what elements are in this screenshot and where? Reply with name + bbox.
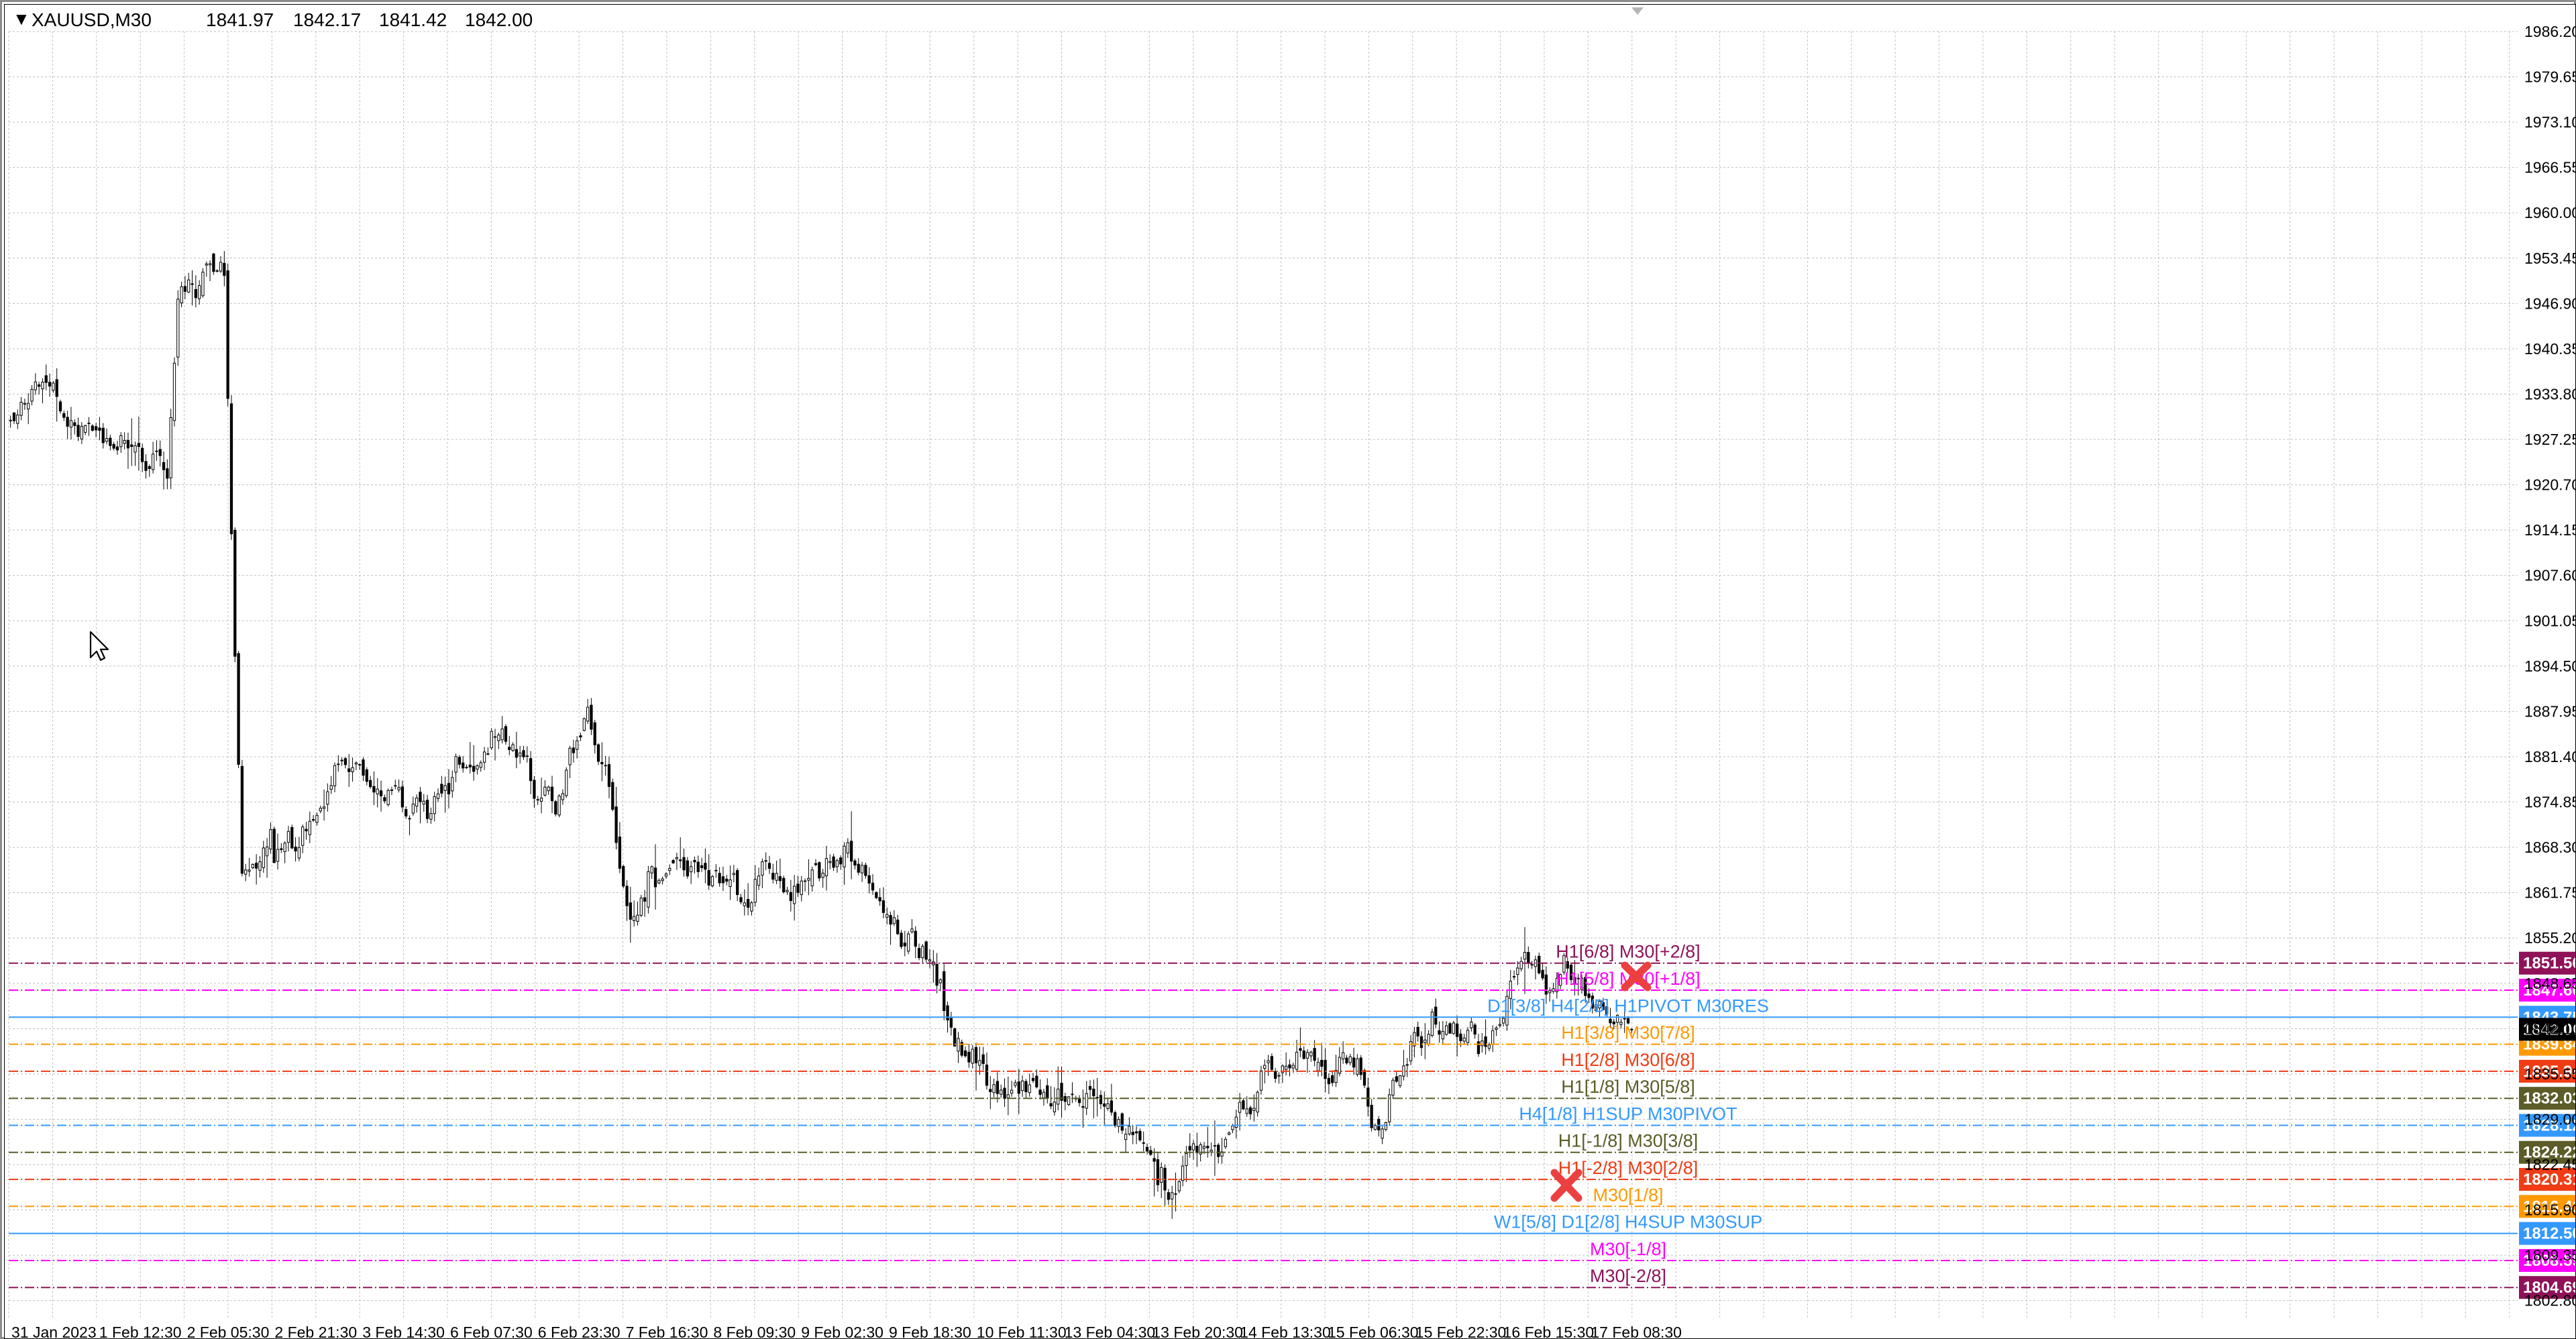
- svg-text:1861.75: 1861.75: [2524, 884, 2576, 902]
- svg-text:1920.70: 1920.70: [2524, 476, 2576, 494]
- svg-text:H4[1/8] H1SUP M30PIVOT: H4[1/8] H1SUP M30PIVOT: [1519, 1104, 1737, 1124]
- svg-text:8 Feb 09:30: 8 Feb 09:30: [713, 1324, 796, 1339]
- svg-text:6 Feb 07:30: 6 Feb 07:30: [450, 1324, 533, 1339]
- svg-text:1802.80: 1802.80: [2524, 1292, 2576, 1309]
- svg-text:1832.03: 1832.03: [2523, 1089, 2576, 1108]
- svg-text:1868.30: 1868.30: [2524, 839, 2576, 856]
- svg-text:1881.40: 1881.40: [2524, 748, 2576, 765]
- svg-text:1953.45: 1953.45: [2524, 250, 2576, 267]
- svg-text:W1[5/8] D1[2/8] H4SUP M30SUP: W1[5/8] D1[2/8] H4SUP M30SUP: [1494, 1212, 1762, 1232]
- svg-text:1986.20: 1986.20: [2524, 23, 2576, 40]
- svg-text:▼: ▼: [13, 9, 30, 29]
- svg-text:10 Feb 11:30: 10 Feb 11:30: [977, 1324, 1067, 1339]
- svg-text:13 Feb 20:30: 13 Feb 20:30: [1152, 1324, 1243, 1339]
- svg-text:1907.60: 1907.60: [2524, 567, 2576, 584]
- svg-text:H1[1/8] M30[5/8]: H1[1/8] M30[5/8]: [1561, 1077, 1695, 1097]
- svg-text:1809.35: 1809.35: [2524, 1246, 2576, 1264]
- svg-text:2 Feb 05:30: 2 Feb 05:30: [187, 1324, 270, 1339]
- svg-text:3 Feb 14:30: 3 Feb 14:30: [362, 1324, 445, 1339]
- svg-text:1841.42: 1841.42: [379, 9, 447, 30]
- svg-text:13 Feb 04:30: 13 Feb 04:30: [1065, 1324, 1156, 1339]
- svg-text:14 Feb 13:30: 14 Feb 13:30: [1240, 1324, 1331, 1339]
- svg-text:1 Feb 12:30: 1 Feb 12:30: [99, 1324, 182, 1339]
- svg-text:1848.65: 1848.65: [2524, 975, 2576, 992]
- svg-text:1973.10: 1973.10: [2524, 113, 2576, 131]
- svg-text:1901.05: 1901.05: [2524, 612, 2576, 629]
- svg-text:D1[3/8] H4[2/8] H1PIVOT M30RES: D1[3/8] H4[2/8] H1PIVOT M30RES: [1487, 996, 1769, 1016]
- svg-text:1946.90: 1946.90: [2524, 294, 2576, 312]
- svg-text:1966.55: 1966.55: [2524, 159, 2576, 176]
- svg-text:7 Feb 16:30: 7 Feb 16:30: [626, 1324, 708, 1339]
- svg-text:17 Feb 08:30: 17 Feb 08:30: [1591, 1324, 1682, 1339]
- svg-text:15 Feb 06:30: 15 Feb 06:30: [1328, 1324, 1419, 1339]
- svg-text:1842.00: 1842.00: [465, 9, 533, 30]
- svg-text:1815.90: 1815.90: [2524, 1201, 2576, 1219]
- svg-text:1842.17: 1842.17: [293, 9, 361, 30]
- svg-text:1812.50: 1812.50: [2523, 1225, 2576, 1243]
- svg-text:M30[-1/8]: M30[-1/8]: [1590, 1239, 1666, 1259]
- svg-text:1841.97: 1841.97: [206, 9, 274, 30]
- svg-text:1960.00: 1960.00: [2524, 204, 2576, 221]
- svg-text:15 Feb 22:30: 15 Feb 22:30: [1415, 1324, 1507, 1339]
- svg-text:1842.10: 1842.10: [2524, 1020, 2576, 1037]
- svg-text:1829.00: 1829.00: [2524, 1110, 2576, 1128]
- svg-text:H1[3/8] M30[7/8]: H1[3/8] M30[7/8]: [1561, 1023, 1695, 1043]
- svg-text:1887.95: 1887.95: [2524, 702, 2576, 720]
- svg-text:1822.45: 1822.45: [2524, 1156, 2576, 1173]
- svg-text:16 Feb 15:30: 16 Feb 15:30: [1503, 1324, 1595, 1339]
- svg-text:H1[-1/8] M30[3/8]: H1[-1/8] M30[3/8]: [1558, 1131, 1699, 1151]
- svg-text:31 Jan 2023: 31 Jan 2023: [11, 1324, 97, 1339]
- svg-text:9 Feb 02:30: 9 Feb 02:30: [801, 1324, 883, 1339]
- svg-text:9 Feb 18:30: 9 Feb 18:30: [889, 1324, 971, 1339]
- svg-text:1851.56: 1851.56: [2523, 955, 2576, 973]
- svg-text:1855.20: 1855.20: [2524, 929, 2576, 947]
- svg-text:H1[6/8] M30[+2/8]: H1[6/8] M30[+2/8]: [1556, 942, 1700, 962]
- svg-text:1933.80: 1933.80: [2524, 385, 2576, 403]
- svg-text:M30[-2/8]: M30[-2/8]: [1590, 1266, 1666, 1286]
- svg-text:H1[2/8] M30[6/8]: H1[2/8] M30[6/8]: [1561, 1050, 1695, 1070]
- svg-text:1914.15: 1914.15: [2524, 521, 2576, 539]
- svg-text:1940.35: 1940.35: [2524, 340, 2576, 358]
- svg-text:2 Feb 21:30: 2 Feb 21:30: [274, 1324, 357, 1339]
- svg-text:1979.65: 1979.65: [2524, 68, 2576, 86]
- svg-text:1874.85: 1874.85: [2524, 794, 2576, 811]
- svg-text:1927.25: 1927.25: [2524, 431, 2576, 448]
- svg-text:1820.31: 1820.31: [2523, 1171, 2576, 1189]
- svg-text:6 Feb 23:30: 6 Feb 23:30: [538, 1324, 621, 1339]
- svg-text:M30[1/8]: M30[1/8]: [1593, 1185, 1663, 1205]
- svg-text:1894.50: 1894.50: [2524, 657, 2576, 675]
- svg-text:1835.55: 1835.55: [2524, 1065, 2576, 1083]
- svg-text:XAUUSD,M30: XAUUSD,M30: [32, 9, 152, 30]
